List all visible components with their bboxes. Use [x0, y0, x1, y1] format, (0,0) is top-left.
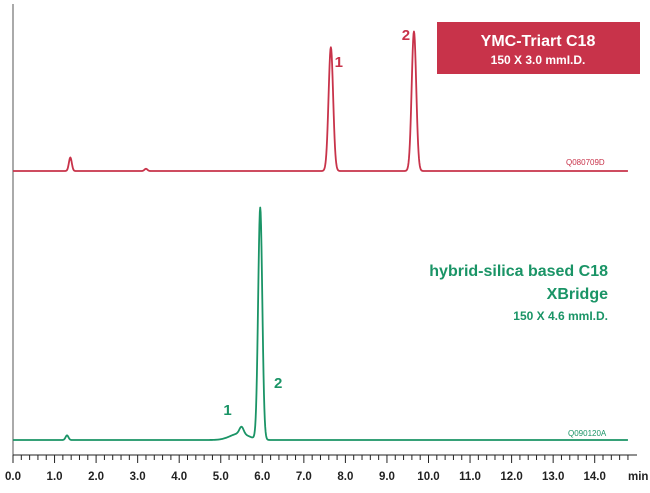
legend-ymc-triart: YMC-Triart C18 150 X 3.0 mmI.D.: [437, 22, 640, 74]
x-tick-label: 14.0: [584, 471, 606, 483]
x-tick-label: 8.0: [337, 471, 353, 483]
x-tick-label: 11.0: [459, 471, 481, 483]
x-tick-label: 10.0: [417, 471, 439, 483]
x-tick-label: 2.0: [88, 471, 104, 483]
peak-label-red-2: 2: [402, 27, 410, 44]
trace-xbridge: [12, 206, 629, 441]
legend-subtitle-green: 150 X 4.6 mmI.D.: [513, 309, 608, 323]
legend-title-red: YMC-Triart C18: [481, 33, 596, 50]
peak-label-green-1: 1: [223, 402, 231, 419]
peak-label-green-2: 2: [274, 375, 282, 392]
peak-label-red-1: 1: [335, 54, 343, 71]
x-tick-label: 6.0: [254, 471, 270, 483]
legend-subtitle-red: 150 X 3.0 mmI.D.: [491, 53, 586, 67]
x-tick-label: 9.0: [379, 471, 395, 483]
x-tick-label: 12.0: [500, 471, 522, 483]
legend-box-red: [437, 22, 640, 74]
x-axis-unit: min: [628, 471, 648, 483]
trace-code-green: Q090120A: [568, 429, 607, 438]
x-axis: 0.0 1.0 2.0 3.0 4.0 5.0 6.0 7.0 8.0 9.0 10.0 11.0 12…: [5, 454, 637, 483]
x-tick-label: 5.0: [213, 471, 229, 483]
legend-title-green-line2: XBridge: [547, 286, 608, 303]
x-tick-label: 13.0: [542, 471, 564, 483]
x-tick-label: 0.0: [5, 471, 21, 483]
x-tick-label: 3.0: [130, 471, 146, 483]
trace-code-red: Q080709D: [566, 158, 605, 167]
x-tick-label: 1.0: [47, 471, 63, 483]
legend-xbridge: hybrid-silica based C18 XBridge 150 X 4.…: [429, 263, 608, 323]
legend-title-green: hybrid-silica based C18: [429, 263, 608, 280]
x-tick-label: 7.0: [296, 471, 312, 483]
x-tick-label: 4.0: [171, 471, 187, 483]
trace-ymc-triart: [12, 30, 629, 172]
